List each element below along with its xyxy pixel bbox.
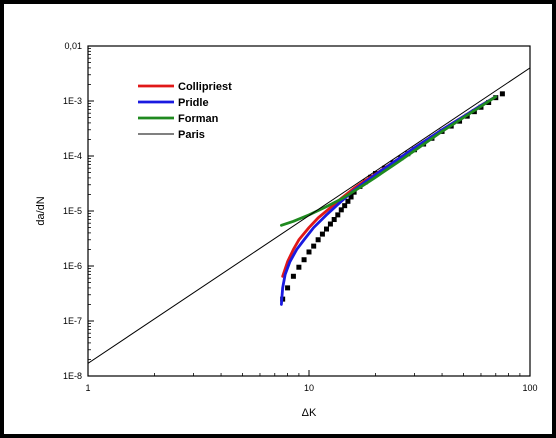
x-tick-label: 10 bbox=[304, 383, 314, 393]
series-layer bbox=[88, 67, 530, 364]
data-point bbox=[296, 264, 302, 270]
data-point bbox=[348, 194, 354, 200]
legend-label-paris: Paris bbox=[178, 129, 205, 141]
x-axis-title: ΔK bbox=[302, 407, 317, 419]
data-point bbox=[335, 212, 341, 218]
legend-label-pridle: Pridle bbox=[178, 97, 209, 109]
axis-ticks: 1 10 100 0,01 1E-3 1E-4 1E-5 1E-6 1E-7 1E-8 bbox=[63, 41, 538, 393]
series-line-paris bbox=[88, 67, 530, 364]
y-tick-label: 0,01 bbox=[64, 41, 82, 51]
y-tick-label: 1E-5 bbox=[63, 206, 82, 216]
data-point bbox=[331, 217, 337, 223]
y-tick-label: 1E-4 bbox=[63, 151, 82, 161]
fatigue-crack-growth-chart: 1 10 100 0,01 1E-3 1E-4 1E-5 1E-6 1E-7 1E-8 Colli… bbox=[35, 41, 538, 419]
data-point bbox=[306, 249, 312, 255]
data-point bbox=[290, 273, 296, 279]
data-point bbox=[345, 198, 351, 204]
x-tick-label: 1 bbox=[85, 383, 90, 393]
legend-label-forman: Forman bbox=[178, 113, 219, 125]
plot-area bbox=[87, 45, 531, 377]
data-point bbox=[311, 243, 317, 249]
y-tick-label: 1E-8 bbox=[63, 371, 82, 381]
data-point bbox=[338, 207, 344, 213]
y-tick-label: 1E-3 bbox=[63, 96, 82, 106]
data-point bbox=[499, 91, 505, 97]
data-point bbox=[319, 231, 325, 237]
y-tick-label: 1E-6 bbox=[63, 261, 82, 271]
data-point bbox=[323, 226, 329, 232]
y-tick-label: 1E-7 bbox=[63, 316, 82, 326]
data-point bbox=[327, 221, 333, 227]
legend: Collipriest Pridle Forman Paris bbox=[138, 81, 232, 141]
x-tick-label: 100 bbox=[522, 383, 537, 393]
legend-label-collipriest: Collipriest bbox=[178, 81, 232, 93]
y-axis-title: da/dN bbox=[35, 196, 47, 225]
data-point bbox=[301, 257, 307, 263]
data-point bbox=[315, 237, 321, 243]
data-point bbox=[285, 285, 291, 291]
data-point bbox=[342, 203, 348, 209]
